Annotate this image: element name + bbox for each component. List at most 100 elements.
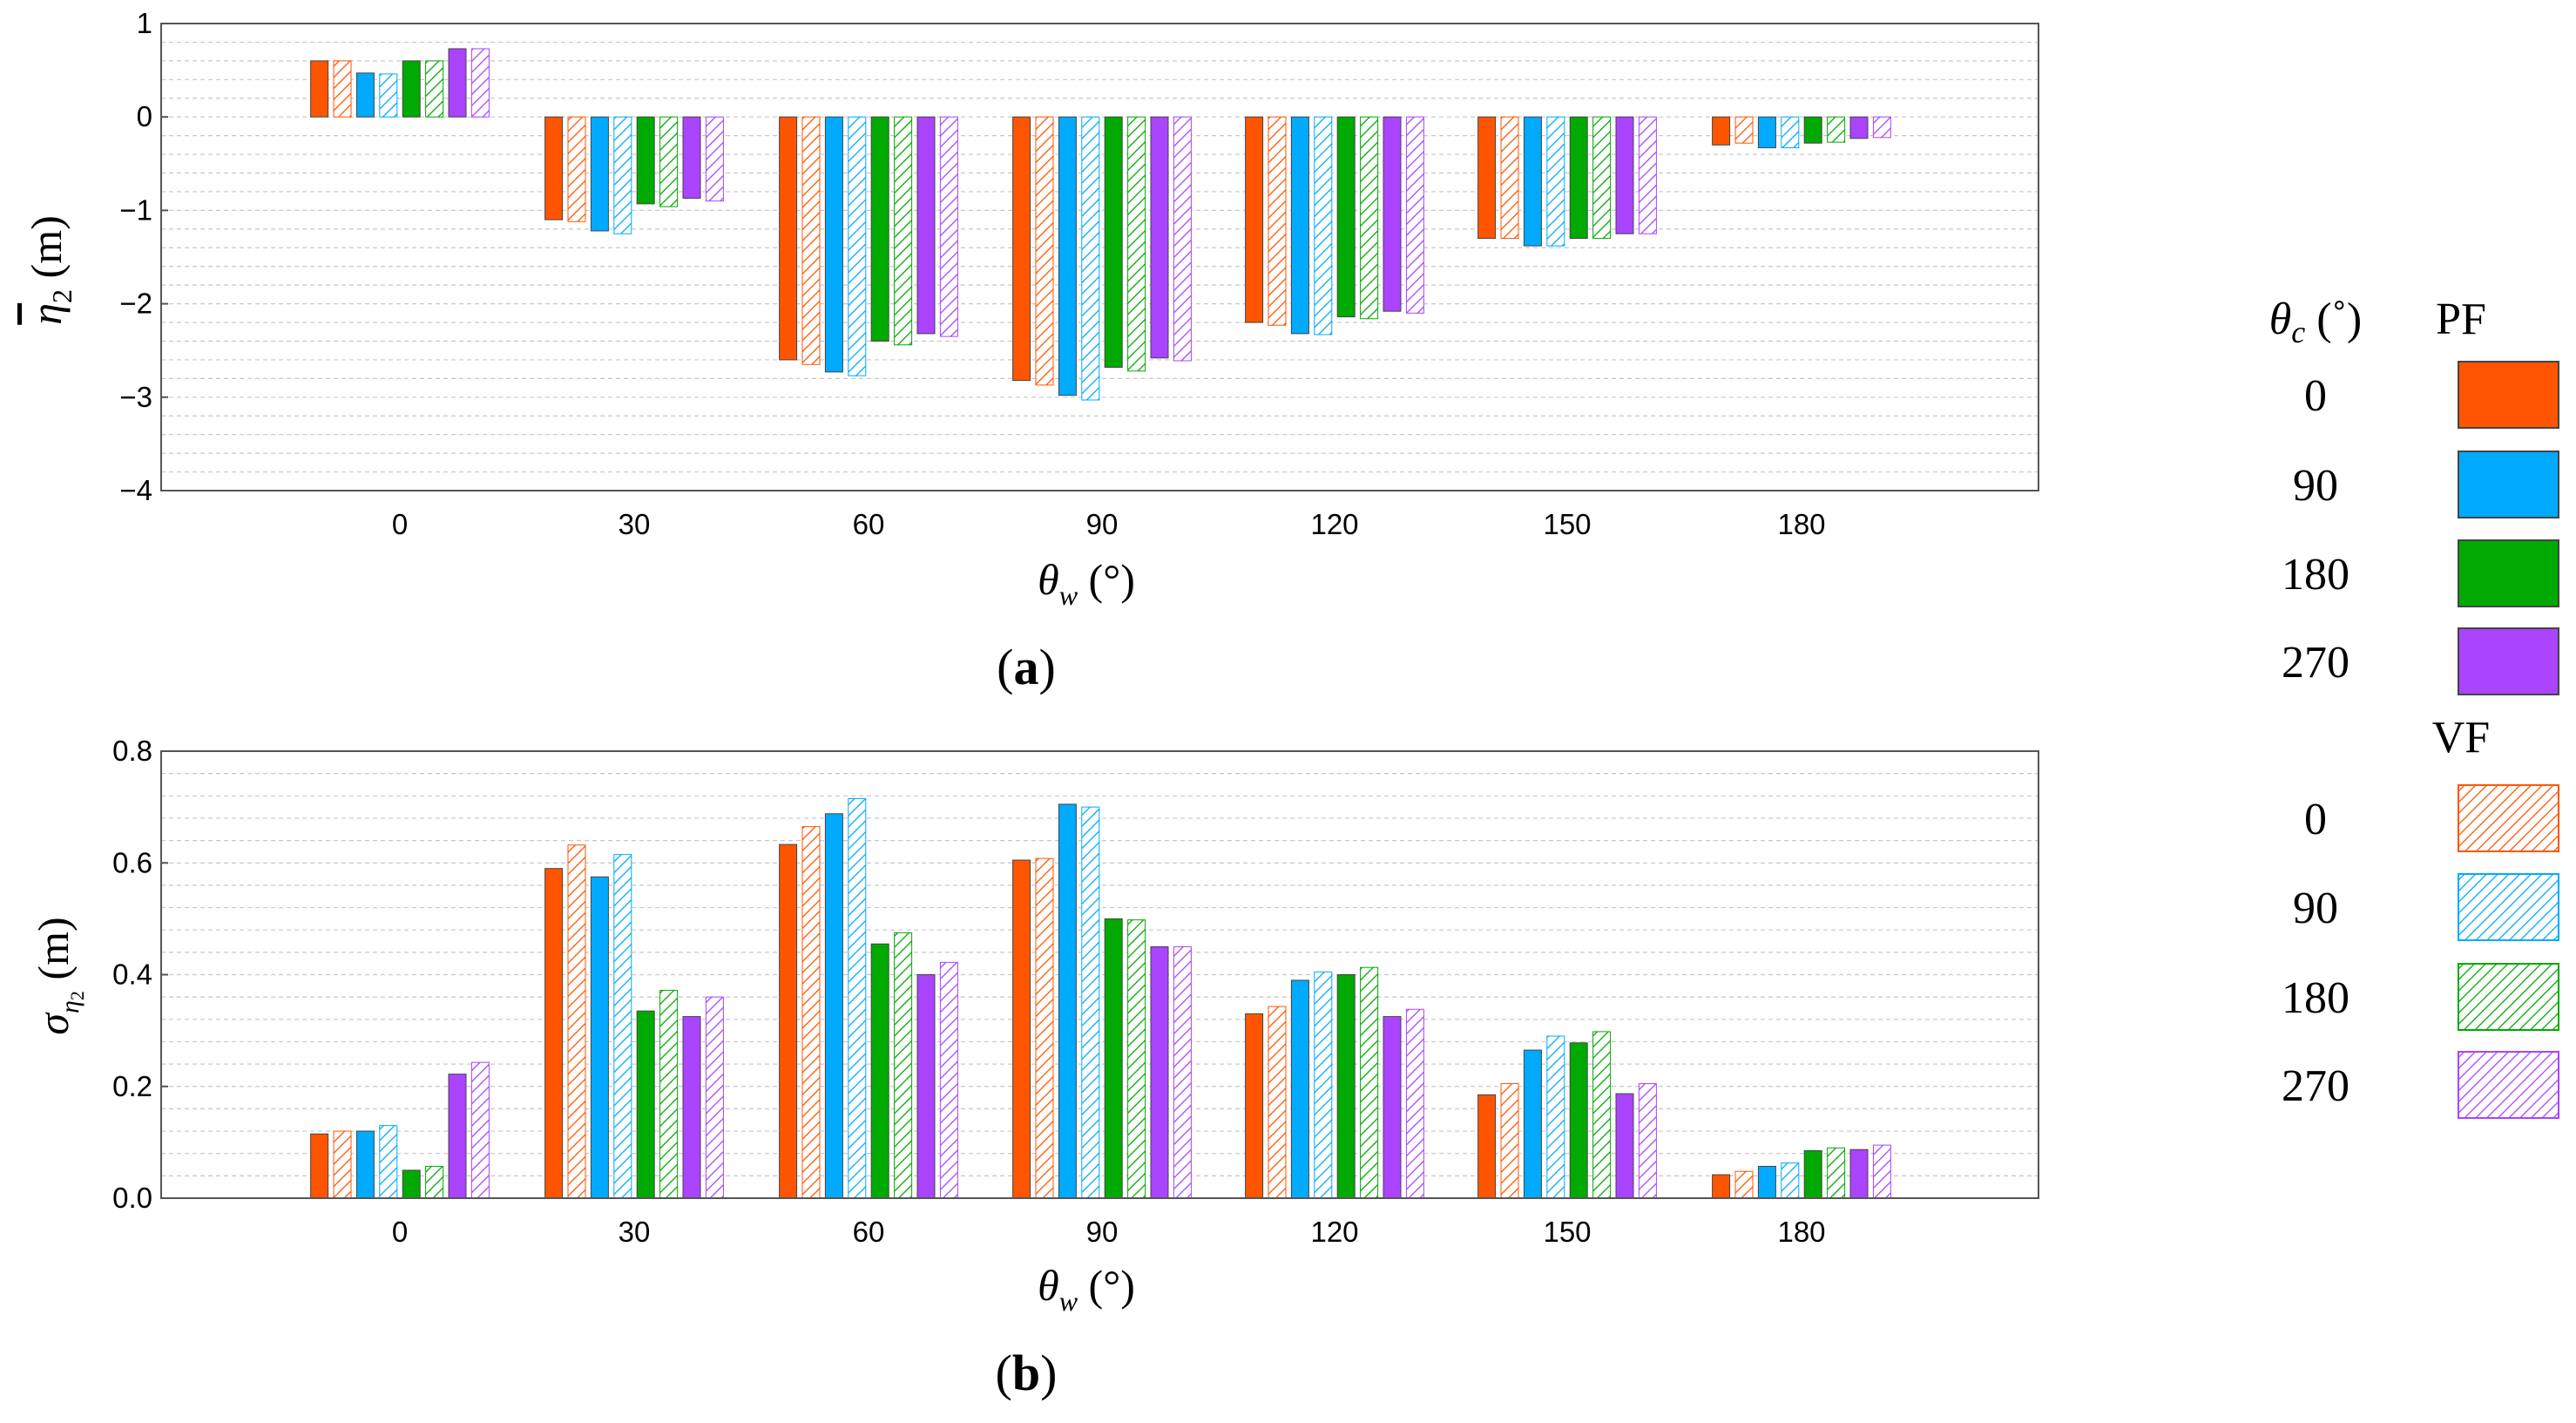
bar-vf-90-90 — [1081, 806, 1100, 1199]
y-tick-label: 0.6 — [112, 846, 152, 878]
y-tick-label: 1 — [137, 7, 152, 39]
bar-pf-0-30 — [544, 868, 564, 1199]
bar-pf-180-180 — [1803, 1149, 1822, 1199]
y-tick-label: 0.4 — [112, 959, 152, 991]
legend-pf-swatch-90 — [2458, 451, 2559, 518]
x-ticks-b: 0 30 60 90 120 150 180 — [392, 1216, 1826, 1248]
bar-vf-270-180 — [1872, 1144, 1891, 1199]
bar-pf-0-0 — [310, 60, 329, 118]
bar-vf-90-150 — [1546, 116, 1565, 247]
bar-vf-270-90 — [1173, 945, 1192, 1199]
bar-vf-0-0 — [333, 60, 352, 118]
bar-pf-180-60 — [870, 116, 889, 342]
y-tick-label: 0.2 — [112, 1070, 152, 1102]
bar-pf-270-30 — [682, 1016, 701, 1199]
y-axis-label-a: η2 (m) — [22, 215, 78, 325]
legend-vf-header: VF — [2432, 713, 2490, 762]
panel-label-b: (b) — [996, 1345, 1058, 1401]
bar-pf-0-0 — [310, 1133, 329, 1199]
bar-pf-270-90 — [1150, 945, 1169, 1199]
bar-pf-180-0 — [402, 60, 421, 118]
bar-vf-90-60 — [848, 116, 867, 376]
bar-vf-90-120 — [1314, 116, 1333, 335]
bar-vf-0-150 — [1500, 116, 1519, 240]
bar-vf-90-30 — [613, 116, 632, 234]
x-tick-label: 0 — [392, 1216, 408, 1248]
bar-vf-90-90 — [1081, 116, 1100, 401]
legend-vf-swatch-0 — [2458, 784, 2559, 852]
legend: θc (˚) PF VF 0 0 90 90 180 180 270 270 — [2269, 295, 2559, 1119]
bar-vf-0-180 — [1734, 116, 1754, 144]
bar-vf-90-60 — [848, 798, 867, 1199]
chart-panel-b: 0.80.60.40.20.0 0 30 60 90 120 150 180 θw (°) … — [29, 735, 2039, 1401]
panel-label-a: (a) — [997, 639, 1056, 695]
y-tick-label: −2 — [119, 288, 152, 320]
bar-pf-90-90 — [1058, 116, 1077, 396]
bar-pf-270-0 — [448, 1074, 467, 1199]
bar-pf-90-0 — [355, 72, 375, 118]
bar-pf-90-120 — [1290, 116, 1309, 335]
bar-pf-270-0 — [448, 48, 467, 118]
bar-vf-270-60 — [939, 961, 958, 1199]
bar-pf-180-30 — [636, 116, 655, 205]
bar-pf-270-150 — [1615, 116, 1634, 234]
legend-vf-label-0: 0 — [2304, 795, 2327, 844]
bar-vf-180-180 — [1827, 116, 1846, 143]
x-tick-label: 60 — [853, 1216, 885, 1248]
bar-vf-270-120 — [1405, 1008, 1424, 1199]
bar-pf-270-60 — [916, 116, 936, 335]
bar-vf-90-0 — [379, 73, 398, 118]
legend-vf-swatch-270 — [2458, 1051, 2559, 1119]
bar-vf-0-120 — [1268, 116, 1287, 326]
bar-vf-0-120 — [1268, 1006, 1287, 1199]
y-ticks-b: 0.8 0.6 0.4 0.2 0.0 — [112, 735, 168, 1214]
x-tick-label: 180 — [1777, 508, 1825, 540]
bar-pf-270-30 — [682, 116, 701, 199]
y-ticks-a: 1 0 −1 −2 −3 −4 — [119, 7, 168, 506]
x-tick-label: 180 — [1777, 1216, 1825, 1248]
legend-vf-label-270: 270 — [2282, 1061, 2350, 1111]
plot-frame-a — [160, 23, 2039, 491]
bar-vf-0-60 — [801, 826, 821, 1199]
bar-vf-180-0 — [425, 1165, 444, 1199]
x-tick-label: 150 — [1543, 1216, 1591, 1248]
legend-vf-swatch-90 — [2458, 873, 2559, 941]
legend-pf-label-0: 0 — [2304, 371, 2327, 421]
y-tick-label: −3 — [119, 381, 152, 413]
bar-pf-90-60 — [824, 813, 843, 1199]
x-tick-label: 0 — [392, 508, 408, 540]
x-tick-label: 120 — [1310, 508, 1358, 540]
x-tick-label: 60 — [853, 508, 885, 540]
bar-pf-0-120 — [1245, 1013, 1264, 1199]
bar-vf-180-90 — [1127, 919, 1146, 1199]
bar-pf-0-180 — [1712, 116, 1731, 146]
bar-pf-270-180 — [1849, 116, 1869, 139]
bar-vf-0-90 — [1035, 857, 1054, 1199]
bar-vf-90-180 — [1781, 116, 1800, 149]
bar-vf-180-60 — [894, 932, 913, 1199]
bar-pf-270-90 — [1150, 116, 1169, 359]
x-tick-label: 90 — [1086, 1216, 1119, 1248]
bar-pf-180-0 — [402, 1169, 421, 1199]
bar-vf-0-180 — [1734, 1170, 1754, 1199]
legend-pf-label-270: 270 — [2282, 638, 2350, 688]
bar-pf-0-90 — [1012, 116, 1031, 382]
legend-vf-swatch-180 — [2458, 963, 2559, 1031]
bar-pf-180-60 — [870, 943, 889, 1199]
bar-vf-0-30 — [567, 844, 586, 1199]
bar-pf-0-60 — [779, 844, 798, 1199]
x-tick-label: 150 — [1543, 508, 1591, 540]
legend-theta-c-header: θc (˚) — [2269, 295, 2362, 349]
y-tick-label: −1 — [119, 193, 152, 226]
bar-pf-90-30 — [590, 876, 609, 1199]
y-tick-label: 0 — [137, 100, 152, 132]
bar-pf-0-60 — [779, 116, 798, 361]
legend-pf-swatch-0 — [2458, 361, 2559, 429]
bar-vf-270-60 — [939, 116, 958, 337]
legend-pf-swatch-180 — [2458, 539, 2559, 607]
bar-vf-270-30 — [705, 116, 724, 202]
x-tick-label: 30 — [619, 508, 651, 540]
bar-pf-90-90 — [1058, 803, 1077, 1199]
bar-vf-180-90 — [1127, 116, 1146, 372]
legend-pf-label-180: 180 — [2282, 550, 2350, 600]
